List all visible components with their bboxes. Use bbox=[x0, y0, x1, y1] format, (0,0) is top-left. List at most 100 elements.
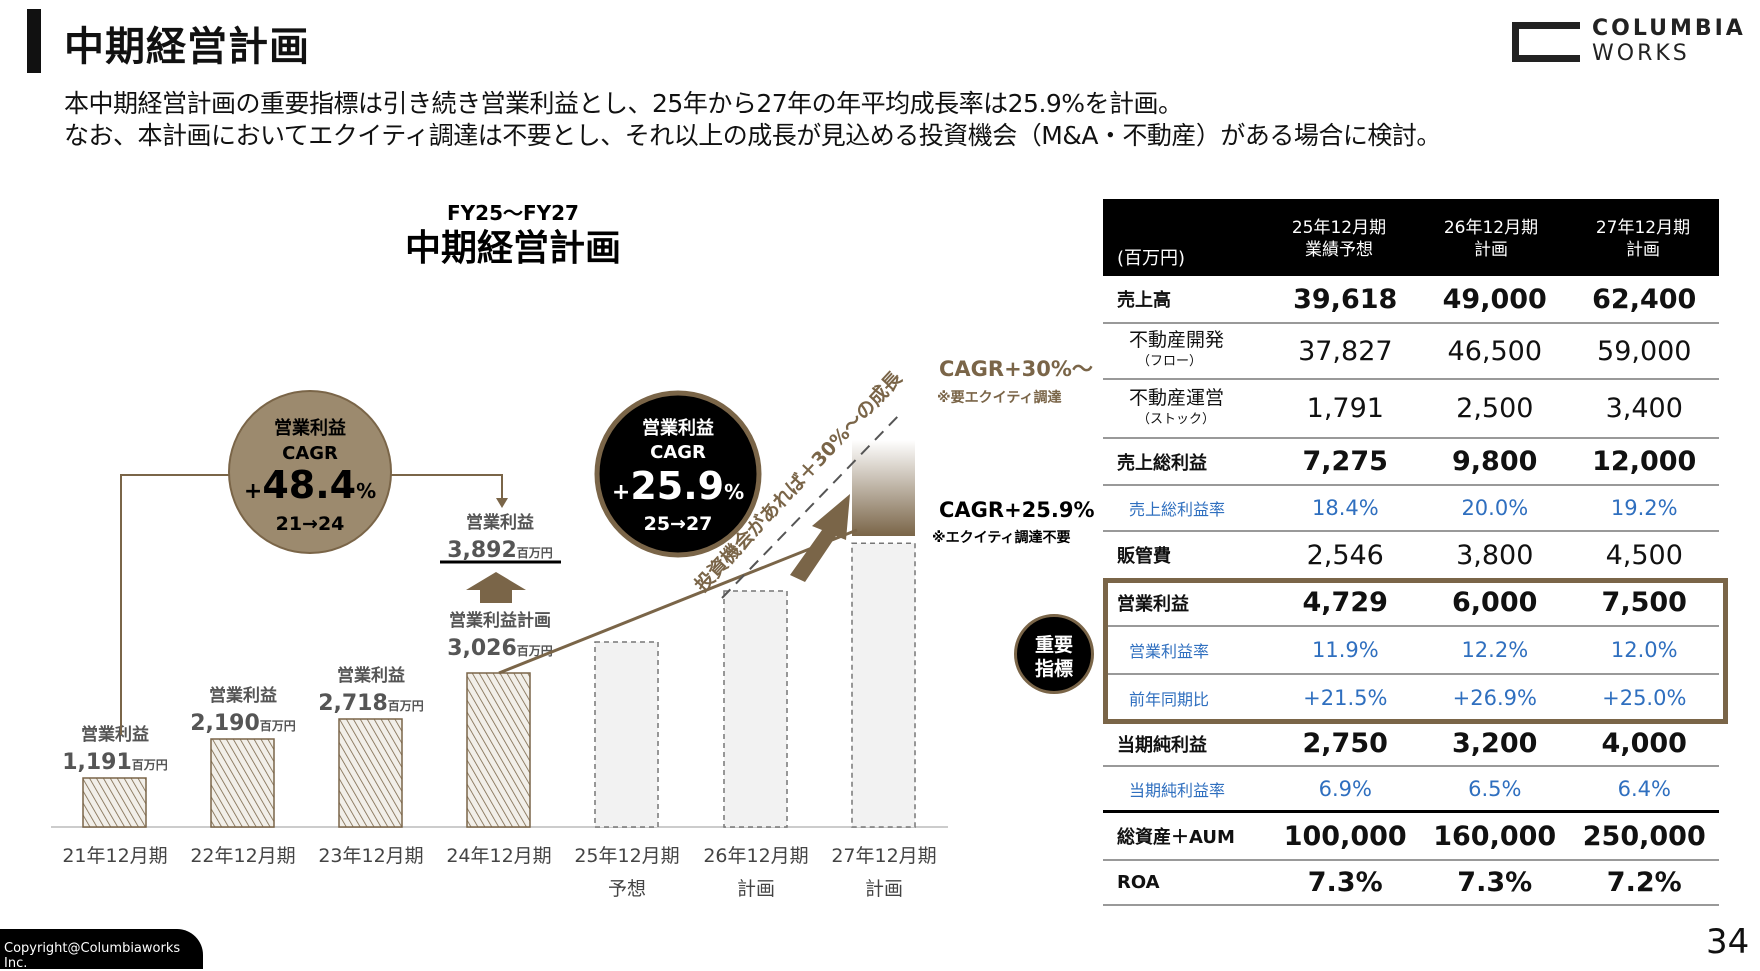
chart-period: FY25〜FY27 bbox=[447, 201, 579, 225]
table-cell: 9,800 bbox=[1452, 446, 1538, 477]
title-accent-bar bbox=[27, 9, 41, 73]
bar-3 bbox=[466, 672, 531, 828]
table-cell: 2,750 bbox=[1302, 728, 1388, 759]
svg-text:営業利益計画: 営業利益計画 bbox=[449, 610, 551, 631]
table-cell: 12.0% bbox=[1610, 638, 1678, 662]
table-cell: 4,000 bbox=[1601, 728, 1687, 759]
table-cell: 4,500 bbox=[1605, 539, 1683, 571]
table-row: 営業利益率 11.9% 12.2% 12.0% bbox=[1103, 627, 1719, 675]
bar-label-name: 営業利益 bbox=[81, 724, 149, 745]
table-row: 売上総利益率 18.4% 20.0% 19.2% bbox=[1103, 486, 1719, 532]
up-arrow-icon bbox=[466, 572, 526, 603]
table-cell: 250,000 bbox=[1582, 820, 1706, 852]
table-cell: 7.2% bbox=[1606, 867, 1682, 898]
upside-dashed-line bbox=[721, 411, 903, 599]
table-cell: 3,400 bbox=[1605, 393, 1683, 424]
key-metric-badge: 重要 指標 bbox=[1014, 614, 1094, 694]
table-cell: 3,200 bbox=[1452, 728, 1538, 759]
bar-4 bbox=[594, 641, 659, 828]
table-cell: 19.2% bbox=[1610, 496, 1678, 520]
table-cell: 11.9% bbox=[1311, 638, 1379, 662]
svg-text:21→24: 21→24 bbox=[276, 513, 345, 535]
row-label: 営業利益率 bbox=[1129, 642, 1210, 661]
row-label: 営業利益 bbox=[1117, 593, 1189, 615]
row-label: 売上総利益 bbox=[1117, 452, 1207, 474]
bar-upside-gradient bbox=[852, 440, 915, 536]
svg-text:3,892百万円: 3,892百万円 bbox=[447, 538, 553, 563]
svg-text:※エクイティ調達不要: ※エクイティ調達不要 bbox=[932, 529, 1071, 546]
table-cell: 100,000 bbox=[1283, 820, 1407, 852]
table-cell: 7,500 bbox=[1601, 587, 1687, 618]
chart-title: 中期経営計画 bbox=[405, 228, 621, 269]
bar-label-name: 営業利益 bbox=[337, 665, 405, 686]
row-label: 当期純利益 bbox=[1117, 734, 1207, 756]
table-cell: 62,400 bbox=[1592, 283, 1697, 315]
table-row: 不動産開発 （フロー） 37,827 46,500 59,000 bbox=[1103, 324, 1719, 380]
table-cell: 1,791 bbox=[1306, 393, 1384, 424]
table-row: 当期純利益率 6.9% 6.5% 6.4% bbox=[1103, 767, 1719, 813]
table-row: 売上高 39,618 49,000 62,400 bbox=[1103, 276, 1719, 324]
x-tick-label: 27年12月期 bbox=[831, 845, 936, 867]
table-row: 当期純利益 2,750 3,200 4,000 bbox=[1103, 722, 1719, 767]
table-row: 売上総利益 7,275 9,800 12,000 bbox=[1103, 439, 1719, 486]
row-label: 不動産開発 （フロー） bbox=[1129, 329, 1225, 370]
table-cell: 6.9% bbox=[1318, 776, 1372, 801]
table-cell: 39,618 bbox=[1293, 283, 1398, 315]
table-cell: 2,546 bbox=[1306, 539, 1384, 571]
x-tick-sublabel: 予想 bbox=[608, 878, 646, 900]
svg-text:CAGR+30%〜: CAGR+30%〜 bbox=[939, 357, 1093, 381]
connector-line-left bbox=[120, 474, 230, 735]
bar-5 bbox=[723, 590, 788, 828]
svg-text:※要エクイティ調達: ※要エクイティ調達 bbox=[937, 389, 1062, 406]
table-row: 不動産運営 （ストック） 1,791 2,500 3,400 bbox=[1103, 380, 1719, 439]
svg-text:CAGR: CAGR bbox=[282, 443, 338, 464]
table-cell: +25.0% bbox=[1602, 685, 1687, 710]
row-label: 前年同期比 bbox=[1129, 689, 1210, 709]
table-cell: 46,500 bbox=[1447, 335, 1543, 367]
table-cell: 160,000 bbox=[1433, 820, 1557, 852]
table-row: 前年同期比 +21.5% +26.9% +25.0% bbox=[1103, 675, 1719, 722]
table-cell: 2,500 bbox=[1456, 393, 1534, 424]
connector-arrowhead bbox=[496, 498, 508, 508]
svg-text:+25.9%: +25.9% bbox=[612, 464, 744, 508]
table-cell: 59,000 bbox=[1597, 335, 1692, 367]
table-cell: 3,800 bbox=[1456, 539, 1534, 571]
table-row: 販管費 2,546 3,800 4,500 bbox=[1103, 532, 1719, 580]
x-tick-label: 21年12月期 bbox=[62, 845, 167, 867]
row-label: 総資産＋AUM bbox=[1117, 827, 1235, 848]
table-cell: 49,000 bbox=[1442, 283, 1547, 315]
bar-2 bbox=[338, 718, 403, 828]
svg-text:CAGR+25.9%: CAGR+25.9% bbox=[939, 498, 1095, 522]
copyright: Copyright@Columbiaworks Inc. bbox=[0, 929, 203, 971]
key-metric-highlight bbox=[1103, 578, 1728, 724]
table-cell: +21.5% bbox=[1303, 685, 1388, 710]
bar-data-label: 2,718百万円 bbox=[318, 691, 424, 716]
x-tick-label: 23年12月期 bbox=[318, 845, 423, 867]
page-title: 中期経営計画 bbox=[64, 24, 310, 70]
bar-data-label: 2,190百万円 bbox=[190, 711, 296, 736]
table-cell: 6.5% bbox=[1468, 776, 1522, 801]
svg-text:3,026百万円: 3,026百万円 bbox=[447, 636, 553, 661]
bar-label-name: 営業利益 bbox=[209, 685, 277, 706]
table-cell: 12.2% bbox=[1461, 638, 1529, 662]
table-cell: 12,000 bbox=[1592, 446, 1697, 477]
svg-text:営業利益: 営業利益 bbox=[274, 417, 346, 439]
table-row: ROA 7.3% 7.3% 7.2% bbox=[1103, 861, 1719, 906]
table-cell: 7.3% bbox=[1457, 867, 1533, 898]
cagr-trend-line bbox=[498, 528, 858, 675]
row-label: ROA bbox=[1117, 872, 1160, 893]
row-label: 販管費 bbox=[1117, 546, 1171, 567]
x-tick-sublabel: 計画 bbox=[865, 878, 903, 900]
row-label: 売上総利益率 bbox=[1129, 500, 1226, 519]
x-tick-label: 24年12月期 bbox=[446, 845, 551, 867]
summary-line-2: なお、本計画においてエクイティ調達は不要とし、それ以上の成長が見込める投資機会（… bbox=[64, 121, 1441, 150]
cagr-circle-25-27 bbox=[594, 390, 762, 558]
x-tick-label: 22年12月期 bbox=[190, 845, 295, 867]
svg-text:CAGR: CAGR bbox=[650, 442, 706, 463]
company-logo: COLUMBIA WORKS bbox=[1512, 16, 1743, 68]
row-label: 当期純利益率 bbox=[1129, 780, 1226, 800]
table-row: 総資産＋AUM 100,000 160,000 250,000 bbox=[1103, 813, 1719, 861]
svg-text:営業利益: 営業利益 bbox=[466, 512, 534, 533]
table-cell: 7.3% bbox=[1307, 867, 1383, 898]
table-cell: 4,729 bbox=[1302, 587, 1388, 618]
